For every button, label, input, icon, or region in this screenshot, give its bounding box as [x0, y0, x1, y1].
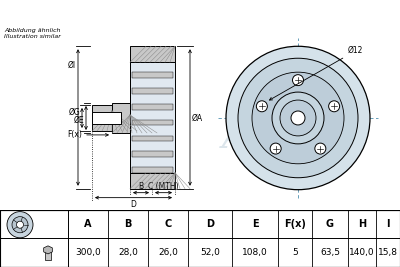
Bar	[132, 104, 173, 109]
Text: 15,8: 15,8	[378, 248, 398, 257]
Circle shape	[256, 101, 267, 112]
Text: B: B	[124, 219, 132, 229]
Text: ØI: ØI	[68, 61, 76, 70]
Text: ØH: ØH	[100, 113, 112, 123]
Bar	[132, 136, 173, 141]
Text: F(x): F(x)	[67, 130, 82, 139]
Circle shape	[16, 221, 24, 228]
Text: 300,0: 300,0	[75, 248, 101, 257]
Bar	[132, 72, 173, 78]
Circle shape	[329, 101, 340, 112]
Polygon shape	[44, 246, 52, 254]
Text: 28,0: 28,0	[118, 248, 138, 257]
Circle shape	[291, 111, 305, 125]
Circle shape	[12, 217, 28, 233]
Text: Ate: Ate	[222, 121, 288, 155]
Circle shape	[315, 143, 326, 154]
Bar	[132, 88, 173, 94]
Text: Ø12: Ø12	[270, 46, 363, 100]
Text: G: G	[326, 219, 334, 229]
Text: C (MTH): C (MTH)	[148, 182, 179, 191]
Bar	[45, 250, 51, 260]
Text: 52,0: 52,0	[200, 248, 220, 257]
Text: ØE: ØE	[73, 115, 84, 124]
Circle shape	[270, 143, 281, 154]
Text: 26,0: 26,0	[158, 248, 178, 257]
Text: I: I	[386, 219, 390, 229]
Bar	[132, 151, 173, 157]
Text: Abbildung ähnlich: Abbildung ähnlich	[4, 28, 60, 33]
Text: Illustration similar: Illustration similar	[4, 34, 61, 39]
Circle shape	[226, 46, 370, 190]
Text: 108,0: 108,0	[242, 248, 268, 257]
Bar	[130, 62, 175, 173]
Text: A: A	[84, 219, 92, 229]
Circle shape	[272, 92, 324, 144]
Text: ØA: ØA	[192, 113, 203, 123]
Text: ØG: ØG	[68, 108, 80, 116]
Text: E: E	[252, 219, 258, 229]
Circle shape	[252, 72, 344, 164]
Circle shape	[7, 212, 33, 238]
Text: D: D	[130, 200, 136, 209]
Text: 24.0328-0154.1: 24.0328-0154.1	[149, 5, 291, 20]
Bar	[130, 173, 175, 189]
Text: B: B	[138, 182, 144, 191]
Bar	[132, 120, 173, 125]
Text: F(x): F(x)	[284, 219, 306, 229]
Circle shape	[280, 100, 316, 136]
Text: D: D	[206, 219, 214, 229]
Circle shape	[292, 75, 304, 86]
Text: 528154: 528154	[307, 5, 373, 20]
Bar	[92, 112, 121, 124]
Text: 63,5: 63,5	[320, 248, 340, 257]
Bar	[112, 103, 130, 133]
Text: 5: 5	[292, 248, 298, 257]
Bar	[130, 46, 175, 62]
Circle shape	[238, 58, 358, 178]
Text: C: C	[164, 219, 172, 229]
Text: 140,0: 140,0	[349, 248, 375, 257]
Text: H: H	[358, 219, 366, 229]
Bar	[132, 167, 173, 173]
Bar	[92, 105, 112, 131]
